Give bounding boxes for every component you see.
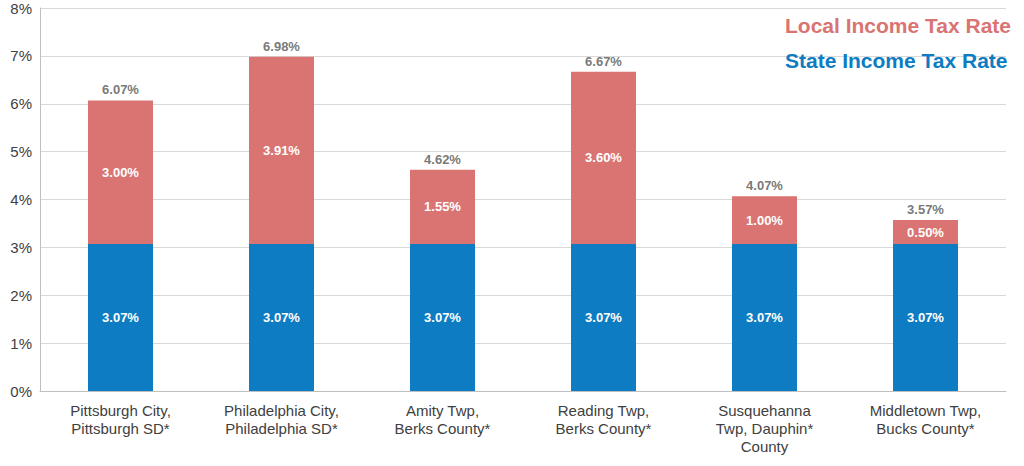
svg-text:5%: 5% — [10, 143, 32, 160]
svg-text:Amity Twp,: Amity Twp, — [406, 402, 479, 419]
svg-text:Philadelphia City,: Philadelphia City, — [224, 402, 339, 419]
svg-text:3.91%: 3.91% — [263, 143, 300, 158]
svg-text:4.62%: 4.62% — [424, 152, 461, 167]
svg-text:3.07%: 3.07% — [746, 310, 783, 325]
svg-text:Philadelphia SD*: Philadelphia SD* — [225, 420, 338, 437]
svg-text:County: County — [741, 438, 789, 455]
svg-text:3.07%: 3.07% — [102, 310, 139, 325]
svg-text:6.07%: 6.07% — [102, 82, 139, 97]
svg-text:3.07%: 3.07% — [424, 310, 461, 325]
svg-text:Pittsburgh City,: Pittsburgh City, — [70, 402, 171, 419]
svg-text:1%: 1% — [10, 335, 32, 352]
svg-text:8%: 8% — [10, 0, 32, 17]
svg-text:Local Income Tax Rate: Local Income Tax Rate — [785, 14, 1011, 37]
svg-text:2%: 2% — [10, 287, 32, 304]
svg-text:6.67%: 6.67% — [585, 54, 622, 69]
svg-text:6%: 6% — [10, 95, 32, 112]
svg-text:State Income Tax Rate: State Income Tax Rate — [785, 49, 1008, 72]
svg-text:3.60%: 3.60% — [585, 150, 622, 165]
svg-text:0%: 0% — [10, 383, 32, 400]
svg-text:3.07%: 3.07% — [263, 310, 300, 325]
svg-text:4%: 4% — [10, 191, 32, 208]
svg-text:3.07%: 3.07% — [585, 310, 622, 325]
svg-text:Twp, Dauphin*: Twp, Dauphin* — [716, 420, 814, 437]
svg-text:Berks County*: Berks County* — [556, 420, 652, 437]
svg-text:4.07%: 4.07% — [746, 178, 783, 193]
svg-text:Bucks County*: Bucks County* — [876, 420, 975, 437]
svg-text:3.57%: 3.57% — [907, 202, 944, 217]
svg-text:6.98%: 6.98% — [263, 39, 300, 54]
svg-text:Middletown Twp,: Middletown Twp, — [870, 402, 981, 419]
svg-text:Susquehanna: Susquehanna — [718, 402, 811, 419]
svg-text:Berks County*: Berks County* — [395, 420, 491, 437]
svg-text:Reading Twp,: Reading Twp, — [558, 402, 649, 419]
svg-text:Pittsburgh SD*: Pittsburgh SD* — [71, 420, 170, 437]
svg-text:3.00%: 3.00% — [102, 165, 139, 180]
svg-text:3%: 3% — [10, 239, 32, 256]
svg-text:7%: 7% — [10, 47, 32, 64]
svg-text:1.55%: 1.55% — [424, 199, 461, 214]
svg-text:1.00%: 1.00% — [746, 213, 783, 228]
svg-text:3.07%: 3.07% — [907, 310, 944, 325]
svg-text:0.50%: 0.50% — [907, 225, 944, 240]
